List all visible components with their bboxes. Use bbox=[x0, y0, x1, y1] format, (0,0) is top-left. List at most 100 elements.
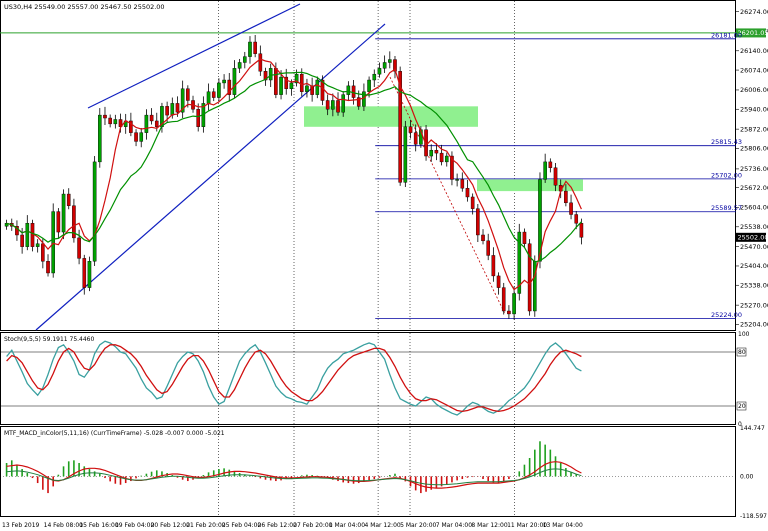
candle-body bbox=[61, 193, 66, 233]
candle-body bbox=[82, 258, 87, 288]
y-tick-label: 25604.00 bbox=[740, 204, 768, 212]
candle-body bbox=[346, 85, 351, 95]
x-tick-label: 20 Feb 12:00 bbox=[151, 522, 191, 529]
x-tick-label: 27 Feb 20:00 bbox=[293, 522, 333, 529]
candle-body bbox=[564, 190, 568, 204]
x-tick-label: 13 Mar 04:00 bbox=[543, 522, 583, 529]
candle-body bbox=[434, 149, 439, 154]
stoch-tick-label: 100 bbox=[738, 331, 750, 338]
candle-body bbox=[232, 68, 237, 95]
candle-body bbox=[315, 79, 320, 95]
channel-lower-line bbox=[35, 23, 386, 331]
y-tick-label: 25872.00 bbox=[740, 125, 768, 133]
x-tick-label: 25 Feb 04:00 bbox=[222, 522, 262, 529]
candle-body bbox=[217, 82, 221, 98]
macd-signal bbox=[6, 461, 582, 489]
candle-body bbox=[413, 132, 418, 145]
y-tick-label: 25736.00 bbox=[740, 165, 768, 173]
candle-body bbox=[496, 275, 501, 288]
candle-body bbox=[222, 79, 226, 84]
candle-body bbox=[98, 114, 102, 163]
candle-body bbox=[294, 73, 299, 84]
x-tick-label: 14 Feb 08:00 bbox=[44, 522, 84, 529]
y-tick-label: 25404.00 bbox=[740, 262, 768, 270]
candle-body bbox=[20, 234, 24, 247]
y-tick-label: 25338.00 bbox=[740, 281, 768, 289]
candle-body bbox=[512, 293, 516, 315]
candle-body bbox=[450, 155, 454, 180]
price-axis: 26274.0026207.8026140.0026074.0026006.00… bbox=[711, 8, 768, 329]
y-tick-label: 25538.00 bbox=[740, 223, 768, 231]
macd-panel[interactable]: 144.747 0.00 -118.597 MTF_MACD_inColor(5,1… bbox=[0, 425, 767, 520]
candle-body bbox=[46, 261, 50, 274]
candle-body bbox=[237, 62, 242, 69]
candle-body bbox=[66, 193, 71, 206]
candle-body bbox=[507, 310, 511, 315]
candle-body bbox=[284, 76, 289, 89]
candle-body bbox=[103, 114, 107, 119]
level-label: 25224.00 bbox=[711, 311, 742, 319]
candle-body bbox=[253, 41, 257, 54]
candle-body bbox=[372, 73, 377, 81]
stochastic-panel[interactable]: 100 80 20 0 Stoch(9,5,5) 59.1911 75.4460 bbox=[0, 331, 750, 428]
y-tick-label: 26140.00 bbox=[740, 47, 768, 55]
candle-body bbox=[56, 211, 61, 233]
candle-body bbox=[527, 243, 532, 312]
macd-signal-line bbox=[6, 461, 582, 489]
candle-body bbox=[491, 255, 496, 277]
candle-body bbox=[325, 100, 330, 110]
candle-body bbox=[388, 59, 392, 63]
candle-body bbox=[108, 117, 112, 125]
macd-axis: 144.747 0.00 -118.597 bbox=[740, 425, 767, 520]
candle-body bbox=[382, 62, 387, 69]
candle-body bbox=[149, 114, 154, 122]
candle-body bbox=[341, 94, 345, 113]
candle-body bbox=[408, 126, 413, 133]
stoch-level-box bbox=[736, 347, 747, 357]
stoch-signal-line bbox=[6, 344, 582, 413]
channel-upper-line bbox=[87, 3, 301, 109]
candle-body bbox=[92, 161, 97, 262]
candle-body bbox=[460, 179, 465, 189]
candle-body bbox=[398, 71, 402, 183]
candle-body bbox=[134, 132, 138, 142]
stoch-tick-label: 80 bbox=[738, 349, 746, 356]
candle-body bbox=[274, 68, 278, 95]
macd-tick-label: 0.00 bbox=[740, 474, 754, 481]
candle-body bbox=[186, 88, 190, 101]
candle-body bbox=[336, 100, 340, 113]
level-label: 25815.43 bbox=[711, 138, 742, 146]
y-tick-label: 25204.00 bbox=[740, 321, 768, 329]
candle-body bbox=[403, 126, 408, 183]
price-panel[interactable]: 26274.0026207.8026140.0026074.0026006.00… bbox=[0, 0, 768, 331]
candle-body bbox=[501, 287, 506, 312]
candle-body bbox=[289, 82, 294, 89]
candle-body bbox=[553, 167, 558, 186]
candle-body bbox=[211, 91, 216, 98]
candle-body bbox=[351, 85, 356, 98]
demand-zone-2 bbox=[477, 179, 583, 192]
level-label: 25589.57 bbox=[711, 204, 742, 212]
price-panel-title: US30,H4 25549.00 25557.00 25467.50 25502… bbox=[4, 3, 165, 11]
candle-body bbox=[299, 73, 304, 92]
candle-body bbox=[486, 240, 490, 256]
price-tag-label: 26201.05 bbox=[738, 29, 768, 37]
price-grid bbox=[218, 1, 515, 330]
y-tick-label: 25270.00 bbox=[740, 301, 768, 309]
y-tick-label: 26074.00 bbox=[740, 66, 768, 74]
x-tick-label: 13 Feb 2019 bbox=[2, 522, 40, 529]
candle-body bbox=[439, 152, 444, 163]
candle-body bbox=[367, 79, 371, 92]
macd-tick-label: 144.747 bbox=[740, 425, 765, 432]
price-tag-bg bbox=[736, 232, 766, 242]
candle-body bbox=[25, 223, 30, 247]
y-tick-label: 26006.00 bbox=[740, 86, 768, 94]
x-tick-label: 21 Feb 20:00 bbox=[186, 522, 226, 529]
candle-body bbox=[72, 205, 76, 239]
candle-body bbox=[258, 53, 263, 72]
x-tick-label: 26 Feb 12:00 bbox=[258, 522, 298, 529]
stochastic-lines bbox=[6, 340, 582, 416]
candle-body bbox=[30, 223, 35, 247]
candle-body bbox=[279, 76, 283, 95]
